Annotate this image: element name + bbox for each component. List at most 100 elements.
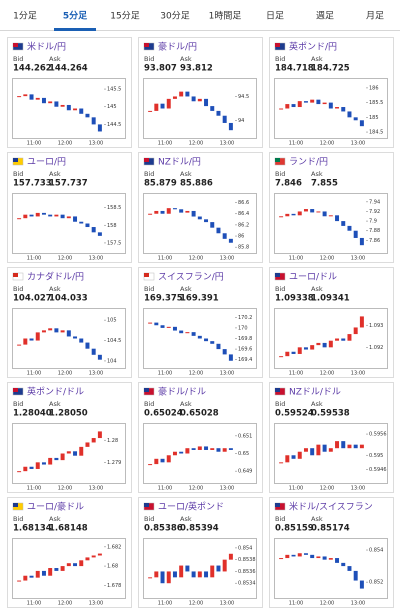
pair-name[interactable]: NZドル/円	[158, 157, 201, 168]
candle	[204, 219, 209, 223]
x-tick-label: 11:00	[289, 256, 303, 262]
candle	[204, 98, 209, 107]
candle	[197, 98, 202, 102]
candle	[48, 101, 53, 104]
x-tick-label: 11:00	[289, 601, 303, 607]
candle	[66, 330, 71, 337]
pair-name[interactable]: スイスフラン/円	[158, 272, 224, 283]
candle	[297, 211, 302, 216]
pair-name[interactable]: ランド/円	[289, 157, 328, 168]
candle	[291, 554, 296, 557]
tab[interactable]: 月足	[366, 11, 384, 22]
tab[interactable]: 日足	[266, 11, 284, 22]
ask-label: Ask	[311, 55, 323, 63]
pair-name[interactable]: 豪ドル/円	[158, 41, 197, 53]
tab[interactable]: 週足	[316, 11, 334, 22]
y-tick-label: 0.651	[238, 433, 252, 439]
y-tick-label: 1.092	[369, 345, 383, 351]
x-tick-label: 13:00	[351, 601, 365, 607]
chart-frame	[12, 193, 126, 254]
ask-value: 169.391	[180, 294, 219, 304]
tab[interactable]: 1分足	[13, 11, 37, 22]
pair-name[interactable]: 米ドル/スイスフラン	[289, 501, 373, 513]
candle	[322, 342, 327, 348]
x-tick-label: 13:00	[351, 371, 365, 377]
pair-name[interactable]: 英ポンド/円	[289, 41, 337, 53]
chart-frame	[143, 78, 257, 139]
candle	[148, 213, 153, 215]
candle	[160, 325, 165, 328]
candle	[79, 108, 84, 114]
pair-name[interactable]: ユーロ/豪ドル	[27, 501, 84, 513]
candle	[359, 237, 364, 246]
candle	[29, 214, 34, 217]
tab[interactable]: 5分足	[63, 10, 88, 22]
candle	[335, 441, 340, 449]
y-tick-label: 7.92	[369, 209, 380, 215]
candle	[210, 341, 215, 344]
bid-label: Bid	[144, 400, 154, 408]
x-tick-label: 11:00	[27, 141, 41, 147]
candle	[73, 216, 78, 222]
bid-value: 0.85159	[275, 524, 314, 534]
x-tick-label: 12:00	[58, 141, 72, 147]
pair-name[interactable]: ユーロ/英ポンド	[158, 501, 224, 513]
candle	[179, 451, 184, 454]
candle	[216, 565, 221, 572]
candle	[310, 209, 315, 213]
pair-name[interactable]: 英ポンド/ドル	[27, 386, 84, 398]
candle	[73, 451, 78, 456]
ask-value: 7.855	[311, 179, 338, 189]
candle	[160, 458, 165, 463]
chart-frame	[274, 193, 388, 254]
x-tick-label: 13:00	[351, 486, 365, 492]
y-tick-label: 1.68	[107, 564, 118, 570]
candle	[160, 210, 165, 214]
x-tick-label: 12:00	[320, 256, 334, 262]
candle	[341, 338, 346, 341]
tab[interactable]: 1時間足	[209, 11, 242, 22]
flag	[275, 43, 280, 47]
y-tick-label: 7.86	[369, 238, 380, 244]
tab[interactable]: 30分足	[160, 11, 189, 22]
y-tick-label: 7.9	[369, 219, 377, 225]
pair-name[interactable]: NZドル/ドル	[289, 388, 341, 398]
x-tick-label: 11:00	[289, 371, 303, 377]
bid-label: Bid	[13, 55, 23, 63]
y-tick-label: 0.852	[369, 580, 383, 586]
candle	[172, 208, 177, 210]
candle	[310, 345, 315, 350]
pair-name[interactable]: カナダドル/円	[27, 271, 84, 283]
candle	[197, 571, 202, 578]
pair-name[interactable]: 豪ドル/ドル	[158, 386, 206, 398]
x-tick-label: 12:00	[189, 141, 203, 147]
candle	[91, 555, 96, 558]
candle	[48, 568, 53, 576]
bid-label: Bid	[13, 400, 23, 408]
y-tick-label: 0.65	[238, 451, 249, 457]
y-tick-label: 185.5	[369, 100, 383, 106]
candle	[91, 438, 96, 443]
candle	[279, 356, 284, 358]
y-tick-label: 7.88	[369, 228, 380, 234]
candle	[85, 223, 90, 228]
bid-label: Bid	[13, 170, 23, 178]
x-tick-label: 11:00	[158, 256, 172, 262]
candle	[216, 227, 221, 234]
pair-name[interactable]: 米ドル/円	[27, 41, 66, 53]
ask-label: Ask	[49, 515, 61, 523]
candle	[285, 455, 290, 463]
x-tick-label: 13:00	[351, 256, 365, 262]
y-tick-label: 85.8	[238, 245, 249, 251]
candle	[91, 348, 96, 355]
chart-frame	[143, 193, 257, 254]
tab[interactable]: 15分足	[110, 11, 139, 22]
candle	[291, 351, 296, 354]
pair-name[interactable]: ユーロ/ドル	[289, 273, 337, 283]
candle	[179, 565, 184, 578]
candle	[191, 448, 196, 450]
pair-name[interactable]: ユーロ/円	[27, 157, 66, 168]
candle	[335, 338, 340, 341]
candle	[359, 444, 364, 449]
bid-value: 104.027	[13, 294, 52, 304]
